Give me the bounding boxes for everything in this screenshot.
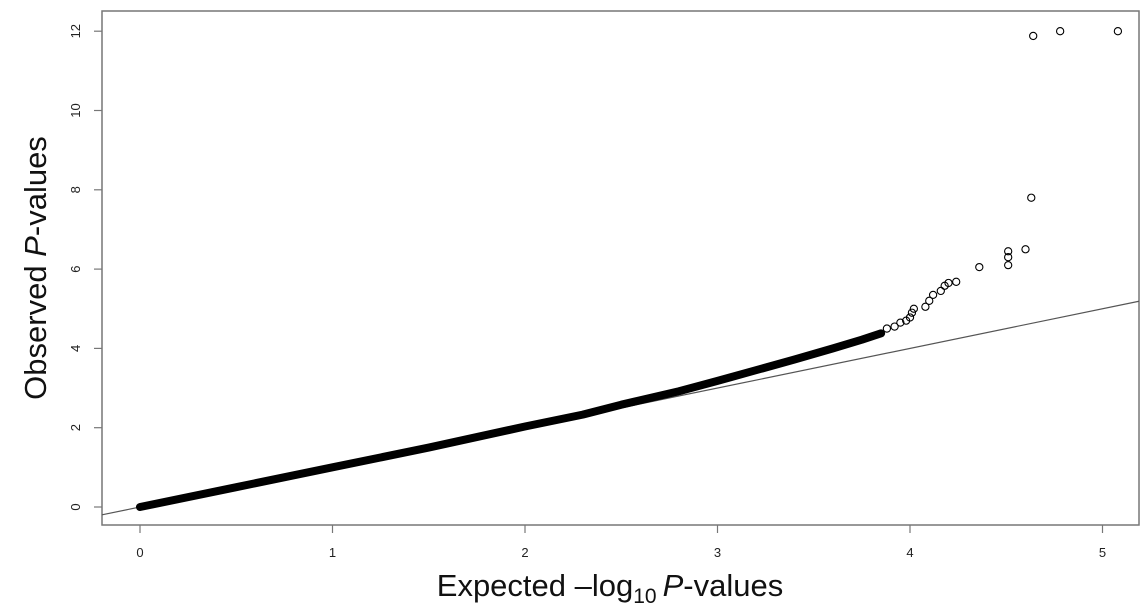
x-tick-label: 1 bbox=[329, 545, 336, 560]
data-point bbox=[1027, 193, 1036, 202]
dense-points-band bbox=[136, 329, 886, 511]
scatter-points bbox=[882, 27, 1123, 333]
data-point bbox=[928, 290, 938, 300]
y-tick-label: 12 bbox=[68, 24, 83, 38]
data-point bbox=[890, 322, 899, 331]
x-tick-label: 5 bbox=[1099, 545, 1106, 560]
x-tick-label: 3 bbox=[714, 545, 721, 560]
y-tick-label: 0 bbox=[68, 503, 83, 510]
y-tick-label: 4 bbox=[68, 345, 83, 352]
x-tick-label: 4 bbox=[906, 545, 913, 560]
plot-frame bbox=[101, 10, 1140, 526]
y-tick-label: 2 bbox=[68, 424, 83, 431]
y-tick-label: 8 bbox=[68, 186, 83, 193]
data-point bbox=[944, 278, 953, 288]
y-tick-label: 10 bbox=[68, 103, 83, 117]
data-point bbox=[909, 304, 918, 313]
x-tick-label: 2 bbox=[521, 545, 528, 560]
data-point bbox=[1113, 27, 1123, 36]
data-point bbox=[1004, 260, 1013, 270]
data-point bbox=[907, 308, 917, 317]
data-point bbox=[1004, 253, 1013, 262]
x-axis: 0 1 2 3 4 5 bbox=[136, 525, 1106, 560]
data-point bbox=[1004, 247, 1013, 256]
y-tick-label: 6 bbox=[68, 265, 83, 272]
data-point bbox=[905, 313, 915, 322]
data-point bbox=[1029, 31, 1038, 41]
data-point bbox=[975, 262, 984, 272]
data-point bbox=[882, 324, 892, 333]
y-axis: 0 2 4 6 8 10 12 bbox=[68, 24, 102, 511]
data-point bbox=[1056, 27, 1065, 36]
data-point bbox=[952, 277, 961, 286]
data-point bbox=[1021, 245, 1030, 254]
data-point bbox=[896, 318, 905, 327]
data-point bbox=[921, 302, 930, 311]
data-point bbox=[925, 296, 934, 305]
x-tick-label: 0 bbox=[136, 545, 143, 560]
data-point bbox=[936, 286, 945, 296]
y-axis-label: Observed P-values bbox=[18, 136, 53, 400]
x-axis-label: Expected –log10 P-values bbox=[437, 568, 783, 608]
